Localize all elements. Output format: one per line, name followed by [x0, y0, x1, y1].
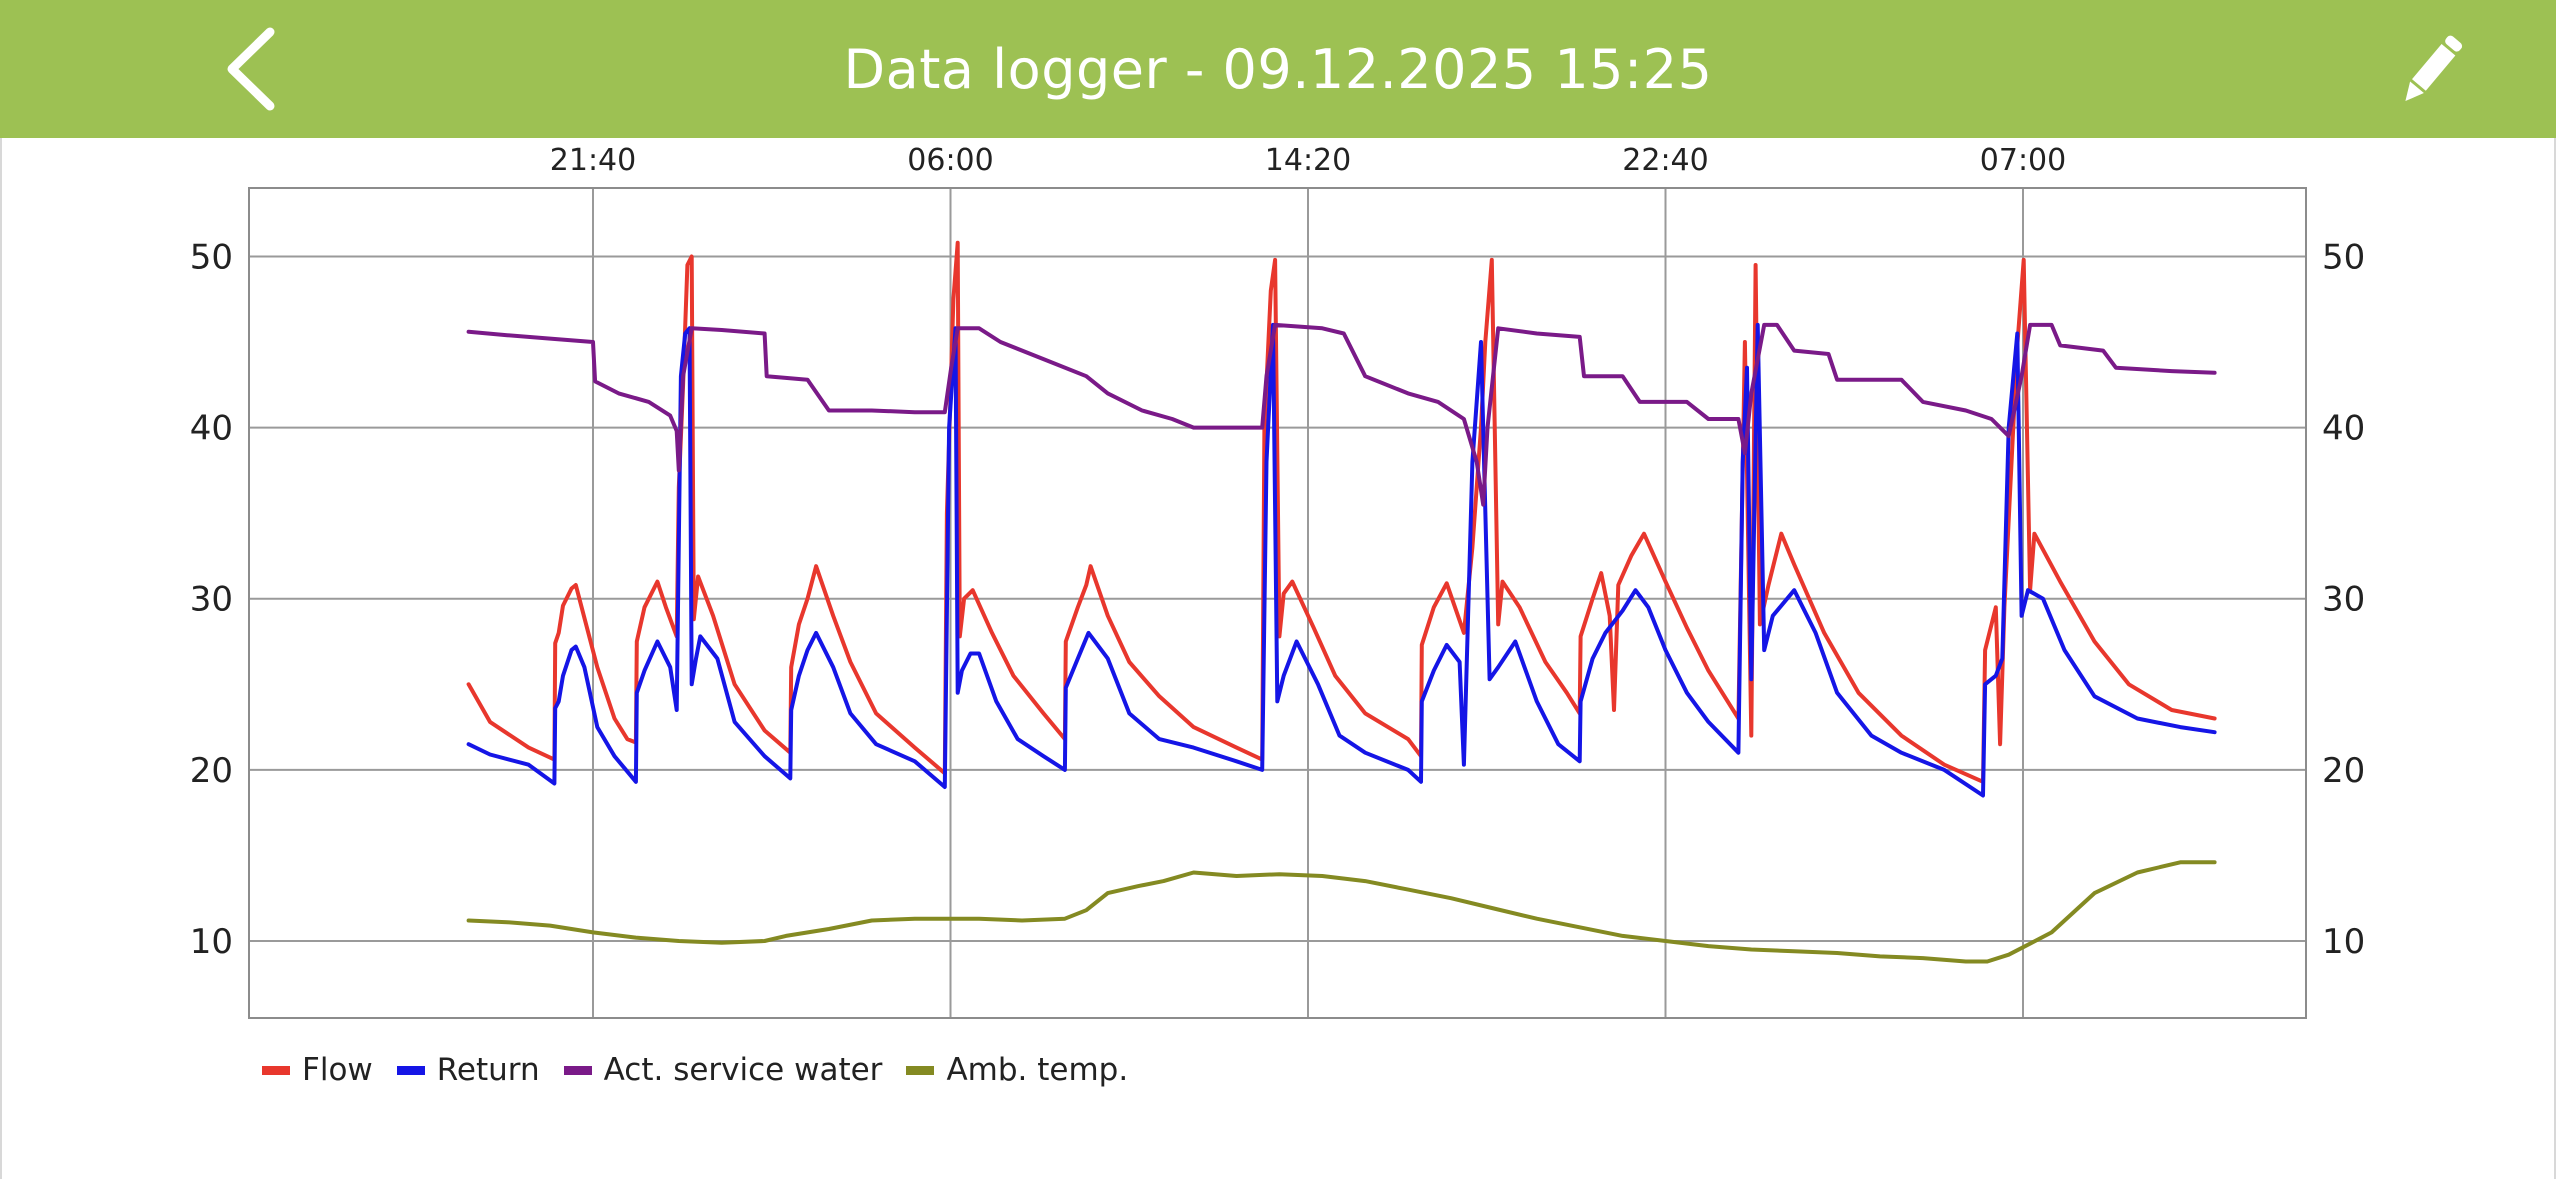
left-border: [0, 138, 2, 1179]
chart-legend: Flow Return Act. service water Amb. temp…: [262, 1052, 1128, 1088]
x-tick-label: 06:00: [907, 143, 993, 178]
y-tick-label-left: 40: [190, 409, 233, 449]
x-tick-label: 14:20: [1265, 143, 1351, 178]
series-line-return: [466, 322, 2217, 798]
line-chart: 10 10 20 20 30 30 40 40 50 50 21:40 06:00 14:20 22:40…: [190, 143, 2366, 1019]
tick-labels: 10 10 20 20 30 30 40 40 50 50 21:40 06:00 14:20 22:40…: [190, 143, 2366, 962]
legend-swatch: [396, 1065, 425, 1075]
x-tick-label: 22:40: [1622, 143, 1708, 178]
legend-label: Act. service water: [603, 1052, 883, 1088]
legend-label: Amb. temp.: [946, 1052, 1129, 1088]
y-tick-label-right: 10: [2322, 922, 2365, 962]
axes: [248, 187, 2307, 1019]
plot-frame: [248, 187, 2307, 1019]
series-line-amb-temp: [466, 860, 2217, 964]
y-tick-label-right: 40: [2322, 409, 2365, 449]
legend-item-service-water[interactable]: Act. service water: [563, 1052, 883, 1088]
x-tick-label: 21:40: [550, 143, 636, 178]
legend-item-amb-temp[interactable]: Amb. temp.: [906, 1052, 1128, 1088]
header-bar: Data logger - 09.12.2025 15:25: [0, 0, 2556, 138]
legend-swatch: [906, 1065, 935, 1075]
edit-button[interactable]: [2386, 24, 2476, 114]
y-tick-label-left: 20: [190, 751, 233, 791]
series-lines: [466, 240, 2217, 964]
page-title: Data logger - 09.12.2025 15:25: [843, 37, 1713, 101]
right-border: [2554, 138, 2556, 1179]
legend-label: Flow: [302, 1052, 373, 1088]
x-tick-label: 07:00: [1980, 143, 2066, 178]
y-tick-label-left: 30: [190, 580, 233, 620]
legend-label: Return: [436, 1052, 540, 1088]
legend-item-return[interactable]: Return: [396, 1052, 540, 1088]
legend-swatch: [262, 1065, 290, 1075]
chevron-left-icon: [227, 27, 275, 111]
y-tick-label-left: 10: [190, 922, 233, 962]
y-tick-label-right: 20: [2322, 751, 2365, 791]
chart-area: 10 10 20 20 30 30 40 40 50 50 21:40 06:00 14:20 22:40…: [0, 138, 2556, 1038]
pencil-icon: [2405, 35, 2463, 102]
y-tick-label-right: 30: [2322, 580, 2365, 620]
legend-swatch: [563, 1065, 592, 1075]
series-line-act-service-water: [466, 322, 2217, 507]
y-tick-label-right: 50: [2322, 237, 2365, 277]
back-button[interactable]: [210, 24, 300, 114]
legend-item-flow[interactable]: Flow: [262, 1052, 373, 1088]
series-line-flow: [466, 240, 2217, 784]
y-tick-label-left: 50: [190, 237, 233, 277]
